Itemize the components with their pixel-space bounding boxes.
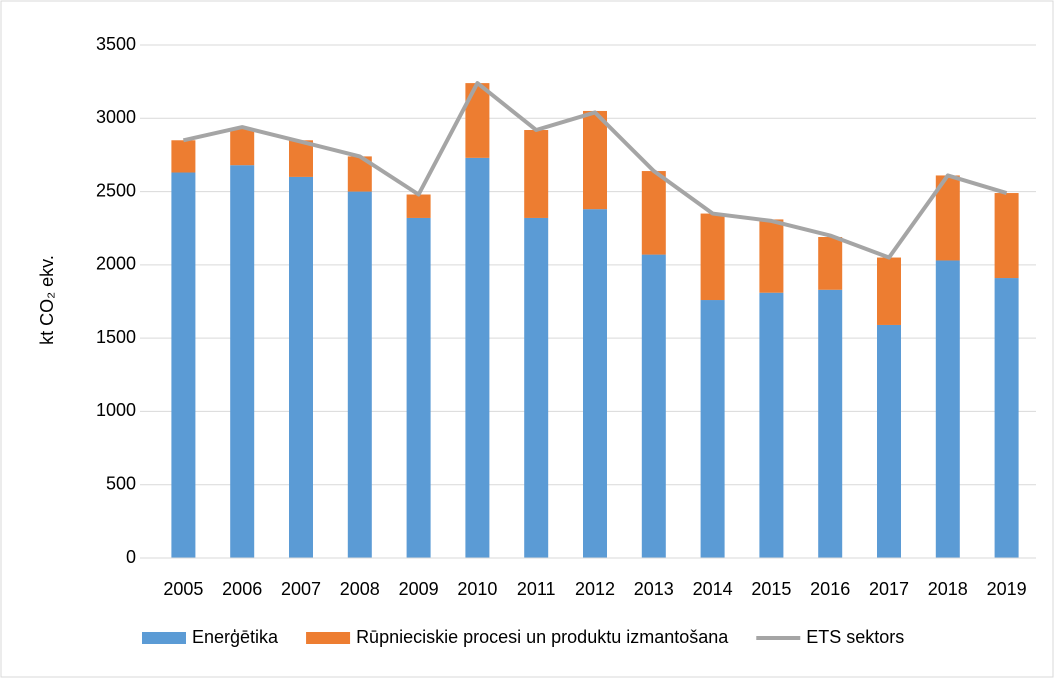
x-tick-label: 2018	[928, 579, 968, 599]
x-tick-label: 2016	[810, 579, 850, 599]
y-tick-label: 1000	[96, 400, 136, 420]
bar-segment	[759, 292, 784, 558]
legend-swatch	[306, 632, 351, 644]
bar-segment	[347, 191, 372, 559]
bar-segment	[935, 260, 960, 558]
y-tick-label: 2000	[96, 254, 136, 274]
bar-segment	[524, 130, 549, 218]
y-tick-label: 1500	[96, 327, 136, 347]
bar-segment	[465, 157, 490, 559]
x-tick-label: 2010	[457, 579, 497, 599]
x-tick-label: 2005	[163, 579, 203, 599]
bar-segment	[171, 172, 196, 558]
bar-segment	[524, 217, 549, 558]
bar-segment	[818, 289, 843, 558]
bar-segment	[994, 278, 1019, 558]
x-tick-label: 2017	[869, 579, 909, 599]
legend-swatch	[142, 632, 186, 644]
x-tick-label: 2015	[751, 579, 791, 599]
y-tick-label: 3500	[96, 34, 136, 54]
bar-segment	[641, 171, 666, 255]
bar-segment	[406, 217, 431, 558]
bar-segment	[641, 254, 666, 558]
bar-segment	[877, 257, 901, 325]
x-tick-label: 2012	[575, 579, 615, 599]
bar-segment	[406, 194, 431, 218]
bar-segment	[583, 209, 607, 558]
bar-segment	[289, 176, 313, 558]
x-tick-label: 2014	[693, 579, 733, 599]
x-tick-label: 2008	[340, 579, 380, 599]
x-tick-label: 2013	[634, 579, 674, 599]
bar-segment	[700, 300, 725, 558]
x-tick-label: 2006	[222, 579, 262, 599]
legend-label: Rūpnieciskie procesi un produktu izmanto…	[356, 627, 729, 647]
bar-segment	[818, 237, 843, 290]
legend-label: ETS sektors	[806, 627, 904, 647]
bar-segment	[994, 193, 1019, 279]
bar-segment	[583, 110, 607, 210]
bar-segment	[171, 140, 196, 173]
y-tick-label: 2500	[96, 180, 136, 200]
bar-segment	[230, 128, 255, 166]
bar-segment	[759, 219, 784, 293]
y-tick-label: 3000	[96, 107, 136, 127]
y-tick-label: 0	[126, 547, 136, 567]
line	[182, 81, 1008, 260]
x-tick-label: 2007	[281, 579, 321, 599]
x-tick-label: 2009	[399, 579, 439, 599]
bar-segment	[465, 83, 490, 158]
bar-segment	[700, 213, 725, 301]
bar-segment	[877, 324, 901, 558]
legend-label: Enerģētika	[192, 627, 279, 647]
bar-segment	[289, 140, 313, 177]
y-tick-label: 500	[106, 473, 136, 493]
x-tick-label: 2011	[517, 579, 556, 599]
bar-segment	[230, 165, 255, 558]
x-tick-label: 2019	[987, 579, 1027, 599]
y-axis-label: kt CO₂ ekv.	[37, 255, 57, 345]
